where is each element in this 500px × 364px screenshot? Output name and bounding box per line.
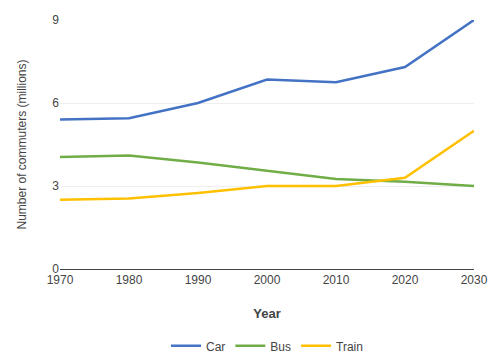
svg-text:Car: Car: [206, 340, 225, 354]
svg-text:9: 9: [52, 13, 59, 27]
svg-text:Bus: Bus: [270, 340, 291, 354]
svg-text:2010: 2010: [323, 273, 350, 287]
svg-text:1970: 1970: [47, 273, 74, 287]
svg-text:Number of commuters (millions): Number of commuters (millions): [15, 59, 29, 229]
svg-text:2030: 2030: [461, 273, 488, 287]
svg-text:1990: 1990: [185, 273, 212, 287]
svg-text:0: 0: [52, 262, 59, 276]
svg-text:Train: Train: [336, 340, 363, 354]
svg-text:2020: 2020: [392, 273, 419, 287]
svg-text:6: 6: [52, 96, 59, 110]
svg-text:3: 3: [52, 179, 59, 193]
svg-text:Year: Year: [253, 306, 280, 321]
svg-text:2000: 2000: [254, 273, 281, 287]
svg-text:1980: 1980: [116, 273, 143, 287]
